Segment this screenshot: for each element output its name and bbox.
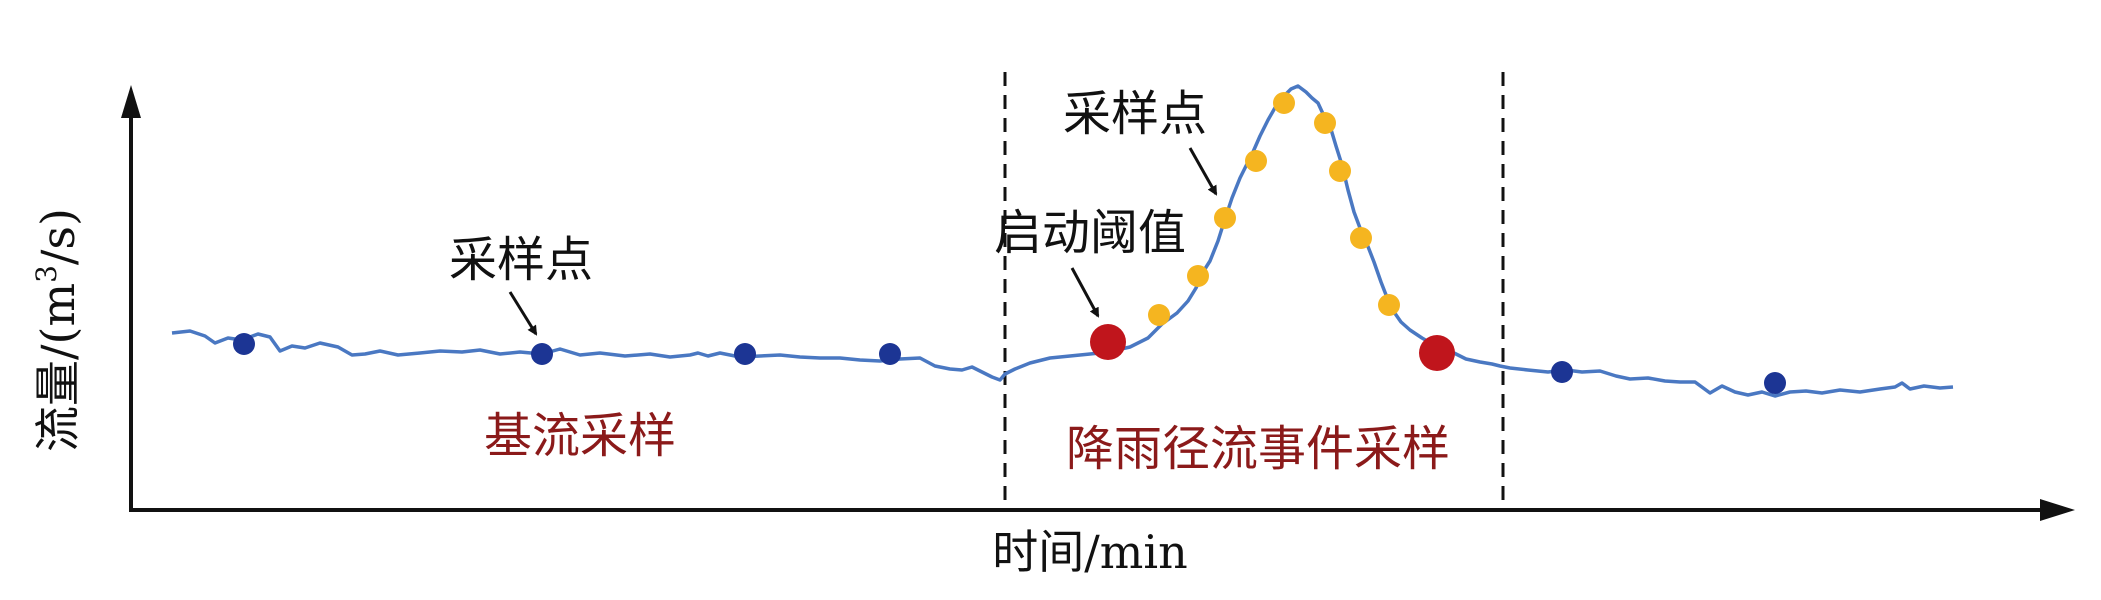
threshold-end-point [1419,335,1455,371]
y-axis-label: 流量/(m3/s) [30,208,85,452]
event-sample-point [1350,227,1372,249]
start-threshold-label: 启动阈值 [994,205,1186,261]
event-sample-point [1378,294,1400,316]
baseflow-sampling-label: 基流采样 [484,408,676,464]
x-axis-label: 时间/min [992,525,1187,579]
event-sample-point [1214,207,1236,229]
y-axis-label-superscript: 3 [30,265,63,283]
event-sample-point [1245,150,1267,172]
x-axis-arrow-icon [2040,499,2075,521]
event-sample-point [1329,160,1351,182]
threshold-start-point [1090,324,1126,360]
flow-curve [171,84,1954,398]
y-axis-arrow-icon [121,85,141,118]
baseflow-sample-point [879,343,901,365]
threshold-arrow [1070,267,1100,318]
event-sample-point [1187,265,1209,287]
baseflow-sample-point [1764,372,1786,394]
event-sample-point [1148,304,1170,326]
event-sample-arrow [1188,147,1218,196]
baseflow-sample-label: 采样点 [449,232,593,288]
rainfall-runoff-sampling-label: 降雨径流事件采样 [1066,421,1450,477]
event-sample-label: 采样点 [1063,86,1207,142]
baseflow-sample-arrow [508,291,538,336]
event-sample-point [1314,112,1336,134]
baseflow-sample-point [734,343,756,365]
baseflow-sample-point [1551,361,1573,383]
baseflow-sample-point [233,333,255,355]
event-sample-point [1273,92,1295,114]
baseflow-sample-point [531,343,553,365]
